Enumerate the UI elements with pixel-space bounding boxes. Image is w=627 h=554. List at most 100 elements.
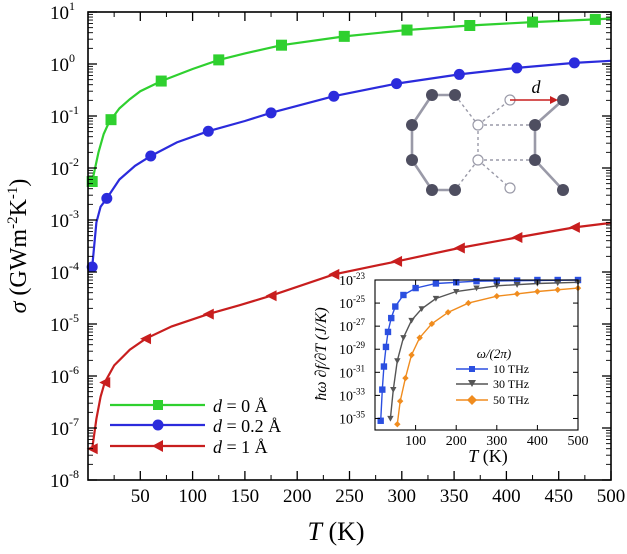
structure-vacancies — [472, 94, 516, 194]
main-plot: 50 100 150 200 250 300 350 400 450 500 10-810-710… — [5, 0, 625, 546]
inset-data-point — [554, 286, 561, 294]
inset-y-tick-label: 10-23 — [339, 271, 365, 289]
y-tick-label: 10-1 — [50, 103, 79, 128]
inset-x-tick-label: 200 — [446, 434, 467, 449]
vacancy-site — [472, 119, 484, 131]
inset-data-point — [473, 285, 480, 292]
displacement-label: d — [532, 77, 542, 97]
inset-plot: 100 200 300 400 500 10-35 10-33 10-31 10-29 10-2… — [313, 271, 589, 467]
data-point — [105, 114, 117, 126]
data-point — [568, 57, 580, 69]
data-point — [202, 125, 214, 137]
inset-data-point — [394, 358, 401, 364]
vacancy-site — [472, 154, 484, 166]
inset-data-point — [493, 283, 500, 289]
data-point — [276, 39, 288, 51]
inset-data-point — [382, 343, 390, 351]
inset-x-tick-label: 100 — [405, 434, 426, 449]
legend-marker-triangle-down — [468, 380, 476, 387]
svg-text:d = 0 Å: d = 0 Å — [213, 396, 268, 416]
legend-entry-d02: d = 0.2 Å — [110, 416, 281, 436]
data-point — [453, 242, 465, 254]
inset-y-tick-label: 10-25 — [339, 294, 365, 312]
y-tick-label: 10-4 — [50, 259, 79, 284]
data-point — [265, 290, 277, 302]
legend-entry-d0: d = 0 Å — [110, 396, 268, 416]
inset-data-point — [428, 320, 436, 328]
inset-data-point — [390, 387, 397, 393]
legend-marker-circle — [152, 419, 164, 431]
inset-x-tick-label: 300 — [486, 434, 507, 449]
y-tick-label: 10-3 — [50, 207, 79, 232]
inset-data-point — [402, 374, 409, 382]
y-tick-label: 10-7 — [50, 415, 79, 440]
main-x-axis-label: T (K) — [307, 517, 364, 546]
data-point — [202, 308, 214, 320]
y-tick-label: 10-5 — [50, 311, 79, 336]
y-tick-label: 10-2 — [50, 155, 79, 180]
structure-inset: d — [406, 77, 569, 196]
inset-y-tick-label: 10-33 — [339, 386, 365, 404]
atom — [449, 89, 461, 101]
inset-legend-entry-30thz: 30 THz — [456, 377, 529, 391]
inset-data-point — [493, 292, 500, 300]
atom — [529, 154, 541, 166]
inset-data-point — [392, 303, 399, 310]
inset-y-ticks: 10-35 10-33 10-31 10-29 10-27 10-25 10-23 — [339, 271, 578, 427]
data-point — [511, 232, 523, 244]
svg-text:d = 1 Å: d = 1 Å — [213, 437, 268, 457]
data-point — [86, 176, 98, 188]
series-1 — [86, 57, 612, 273]
main-series-layer — [86, 13, 612, 455]
main-x-ticks: 50 100 150 200 250 300 350 400 450 500 — [113, 12, 626, 507]
inset-data-point — [388, 314, 395, 322]
data-point — [511, 62, 523, 74]
inset-data-point — [513, 277, 521, 284]
atom — [426, 184, 438, 196]
inset-data-point — [384, 328, 392, 336]
inset-data-point — [513, 282, 521, 288]
y-tick-label: 100 — [50, 51, 75, 76]
inset-legend: ω/(2π) 10 THz 30 THz 50 THz — [456, 346, 529, 407]
inset-data-point — [418, 306, 425, 313]
x-tick-label: 500 — [597, 486, 626, 507]
inset-data-point — [554, 280, 561, 287]
inset-data-point — [408, 351, 415, 359]
atom — [406, 119, 418, 131]
legend-marker-diamond — [467, 395, 477, 405]
inset-legend-entry-10thz: 10 THz — [456, 362, 529, 376]
svg-text:30 THz: 30 THz — [493, 377, 529, 391]
atom — [529, 119, 541, 131]
data-point — [453, 68, 465, 80]
inset-data-point — [432, 295, 440, 302]
inset-data-point — [400, 335, 407, 341]
inset-data-point — [379, 386, 386, 393]
inset-data-point — [380, 363, 388, 370]
legend-marker-square — [469, 366, 475, 372]
inset-y-tick-label: 10-35 — [339, 409, 365, 427]
data-point — [401, 24, 413, 36]
inset-x-ticks: 100 200 300 400 500 — [405, 280, 589, 449]
y-tick-label: 101 — [50, 0, 75, 24]
x-tick-label: 50 — [131, 486, 150, 507]
inset-data-point — [408, 317, 415, 324]
atom — [557, 184, 569, 196]
inset-data-point — [394, 421, 401, 428]
inset-x-tick-label: 400 — [527, 434, 548, 449]
inset-series-1 — [387, 279, 582, 422]
x-tick-label: 400 — [492, 486, 521, 507]
inset-legend-entry-50thz: 50 THz — [456, 393, 529, 407]
data-point — [265, 107, 277, 119]
data-point — [568, 221, 580, 233]
atom — [406, 154, 418, 166]
data-point — [145, 150, 157, 162]
inset-plot-frame — [374, 279, 579, 431]
series-0 — [86, 13, 612, 188]
data-point — [99, 376, 111, 388]
x-tick-label: 450 — [544, 486, 573, 507]
data-point — [464, 20, 476, 32]
inset-y-tick-label: 10-31 — [339, 363, 365, 381]
data-point — [527, 16, 539, 28]
inset-series-line — [380, 279, 579, 421]
x-tick-label: 250 — [335, 486, 364, 507]
